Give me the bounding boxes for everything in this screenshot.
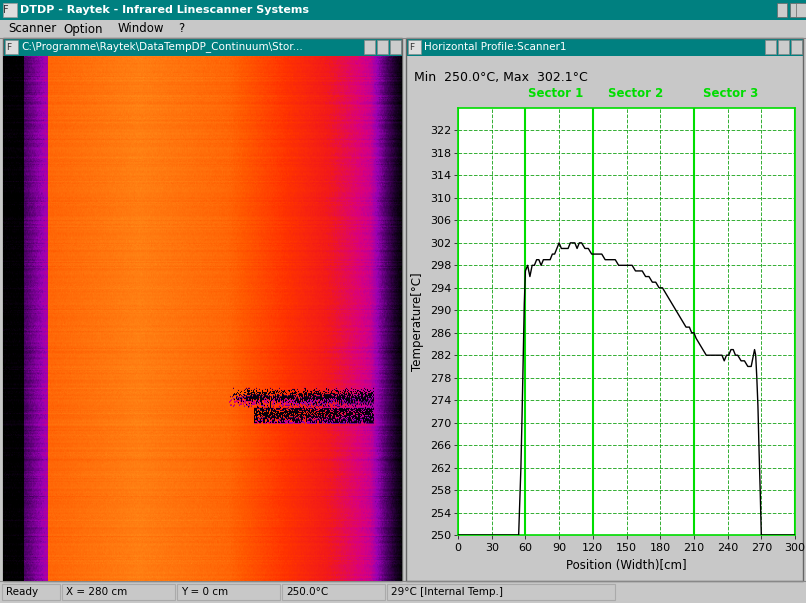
Bar xyxy=(5,40,18,54)
Text: Scanner: Scanner xyxy=(8,22,56,36)
Bar xyxy=(796,3,806,17)
Bar xyxy=(3,38,402,581)
Text: 29°C [Internal Temp.]: 29°C [Internal Temp.] xyxy=(391,587,503,597)
Text: Sector 2: Sector 2 xyxy=(608,87,663,99)
Bar xyxy=(406,38,803,581)
Bar xyxy=(377,40,388,54)
Bar xyxy=(2,584,60,600)
Text: C:\Programme\Raytek\DataTempDP_Continuum\Stor...: C:\Programme\Raytek\DataTempDP_Continuum… xyxy=(21,42,303,52)
Bar xyxy=(387,584,615,600)
Bar xyxy=(3,38,402,56)
Text: F: F xyxy=(3,5,9,15)
Text: Window: Window xyxy=(118,22,164,36)
Text: F: F xyxy=(6,42,11,51)
Bar xyxy=(406,56,803,581)
Text: Min  250.0°C, Max  302.1°C: Min 250.0°C, Max 302.1°C xyxy=(414,72,588,84)
Text: ?: ? xyxy=(178,22,185,36)
Bar xyxy=(790,3,800,17)
Bar xyxy=(778,40,789,54)
Bar xyxy=(0,581,806,603)
Text: Option: Option xyxy=(63,22,102,36)
Text: F: F xyxy=(409,42,414,51)
Bar xyxy=(765,40,776,54)
Text: DTDP - Raytek - Infrared Linescanner Systems: DTDP - Raytek - Infrared Linescanner Sys… xyxy=(20,5,309,15)
Text: 250.0°C: 250.0°C xyxy=(286,587,328,597)
Bar xyxy=(406,38,803,56)
Bar xyxy=(0,20,806,38)
Bar xyxy=(62,584,175,600)
Bar xyxy=(177,584,280,600)
Text: Horizontal Profile:Scanner1: Horizontal Profile:Scanner1 xyxy=(424,42,567,52)
Text: Sector 3: Sector 3 xyxy=(704,87,758,99)
Bar xyxy=(390,40,401,54)
Text: X = 280 cm: X = 280 cm xyxy=(66,587,127,597)
Text: Ready: Ready xyxy=(6,587,38,597)
Y-axis label: Temperature[°C]: Temperature[°C] xyxy=(411,272,424,371)
Text: Sector 1: Sector 1 xyxy=(528,87,584,99)
Bar xyxy=(791,40,802,54)
Bar xyxy=(282,584,385,600)
X-axis label: Position (Width)[cm]: Position (Width)[cm] xyxy=(566,559,687,572)
Bar xyxy=(3,3,17,17)
Bar xyxy=(408,40,421,54)
Bar xyxy=(777,3,787,17)
Text: Y = 0 cm: Y = 0 cm xyxy=(181,587,228,597)
Bar xyxy=(364,40,375,54)
Bar xyxy=(0,0,806,20)
